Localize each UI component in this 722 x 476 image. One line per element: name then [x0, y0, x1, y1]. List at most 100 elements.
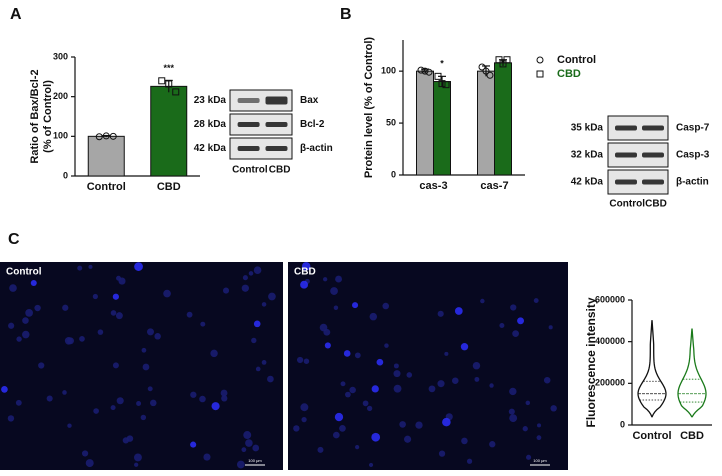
nucleus	[133, 453, 142, 462]
panel-label: C	[8, 231, 20, 248]
blot-band	[615, 125, 637, 131]
blot-band	[237, 122, 260, 127]
kda-label: 32 kDa	[571, 150, 604, 161]
y-tick-label: 200000	[595, 378, 625, 388]
nucleus	[15, 399, 22, 406]
kda-label: 23 kDa	[194, 95, 227, 106]
blot-band	[642, 152, 664, 158]
data-point	[109, 132, 117, 140]
nucleus	[393, 370, 401, 378]
nucleus	[349, 386, 356, 394]
nucleus	[223, 287, 230, 294]
data-point	[421, 67, 429, 75]
data-point	[165, 80, 173, 88]
blot-strip	[229, 137, 293, 160]
nucleus	[186, 311, 193, 318]
nucleus	[112, 293, 119, 300]
blot-band	[642, 125, 664, 131]
nucleus	[8, 322, 15, 329]
lane-label: Control	[609, 199, 645, 210]
nucleus	[454, 307, 463, 315]
nucleus	[437, 310, 444, 317]
micrograph	[288, 262, 568, 470]
nucleus	[354, 352, 361, 359]
nucleus	[324, 342, 331, 349]
nucleus	[362, 400, 369, 407]
x-tick-label: Control	[87, 181, 126, 193]
nucleus	[242, 275, 248, 281]
nucleus	[190, 391, 197, 398]
nucleus	[236, 460, 245, 469]
nucleus	[437, 380, 445, 388]
nucleus	[25, 309, 33, 317]
nucleus	[339, 425, 346, 432]
nucleus	[79, 336, 85, 342]
blot-strip	[229, 113, 293, 136]
nucleus	[303, 358, 310, 364]
bar	[494, 62, 512, 176]
y-tick-label: 600000	[595, 294, 625, 304]
kda-label: 42 kDa	[194, 143, 227, 154]
blot-band	[615, 152, 637, 158]
nucleus	[221, 395, 228, 402]
nucleus	[46, 395, 53, 402]
nucleus	[334, 412, 344, 422]
protein-label: Casp-7	[676, 123, 710, 134]
scale-bar-label: 100 μm	[248, 458, 262, 463]
nucleus	[293, 425, 300, 432]
nucleus	[509, 387, 517, 396]
nucleus	[355, 444, 360, 450]
nucleus	[300, 280, 309, 289]
nucleus	[30, 279, 37, 286]
nucleus	[122, 437, 129, 444]
y-axis-label: (% of Control)	[42, 80, 54, 153]
nucleus	[115, 312, 123, 320]
nucleus	[268, 292, 276, 301]
data-point	[434, 72, 442, 80]
nucleus	[142, 363, 150, 371]
nucleus	[499, 322, 505, 328]
nucleus	[255, 366, 261, 372]
data-point	[495, 56, 503, 64]
nucleus	[369, 312, 378, 321]
nucleus	[134, 462, 139, 467]
nucleus	[253, 320, 261, 328]
nucleus	[67, 423, 72, 428]
protein-label: Bcl-2	[300, 119, 325, 130]
blot-band	[265, 96, 288, 105]
nucleus	[150, 399, 157, 407]
nucleus	[451, 377, 459, 384]
nucleus	[537, 423, 542, 428]
nucleus	[399, 421, 406, 428]
data-point	[95, 133, 103, 141]
nucleus	[97, 329, 104, 335]
nucleus	[203, 453, 211, 461]
y-tick-label: 0	[391, 169, 396, 179]
legend-marker	[536, 56, 544, 64]
nucleus	[62, 304, 69, 311]
nucleus	[163, 289, 171, 298]
nucleus	[301, 262, 311, 271]
y-axis-label: Protein level (% of Control)	[363, 37, 375, 179]
bar	[477, 70, 495, 176]
data-point	[172, 88, 180, 96]
data-point	[102, 132, 110, 140]
nucleus	[393, 384, 402, 393]
nucleus	[466, 458, 473, 464]
nucleus	[368, 462, 374, 468]
nucleus	[300, 403, 309, 412]
nucleus	[267, 375, 274, 383]
nucleus	[510, 304, 517, 311]
nucleus	[141, 347, 147, 353]
nucleus	[333, 305, 339, 310]
nucleus	[543, 376, 551, 384]
scale-bar-label: 100 μm	[533, 458, 547, 463]
data-point	[438, 80, 446, 88]
data-point	[425, 68, 433, 76]
y-tick-label: 400000	[595, 336, 625, 346]
data-point	[482, 67, 490, 75]
data-point	[478, 63, 486, 71]
nucleus	[88, 264, 93, 269]
nucleus	[406, 372, 413, 378]
nucleus	[1, 386, 8, 393]
